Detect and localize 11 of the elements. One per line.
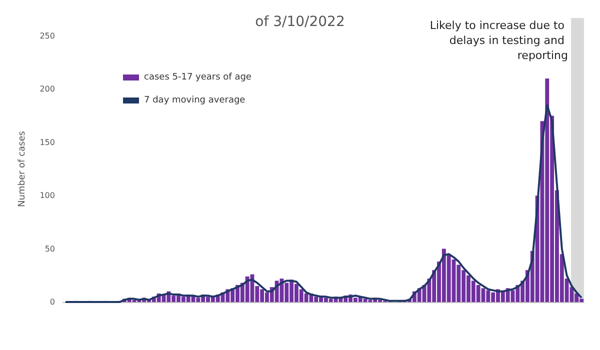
y-tick-label: 50	[44, 244, 55, 254]
legend-label: 7 day moving average	[144, 96, 246, 106]
chart-title: of 3/10/2022	[255, 14, 345, 30]
y-tick-label: 250	[40, 32, 55, 40]
legend-label: cases 5-17 years of age	[144, 72, 252, 82]
y-tick-label: 0	[50, 298, 55, 306]
annotation: Likely to increase due to delays in testing and reporting	[430, 19, 568, 62]
y-tick-label: 150	[40, 138, 55, 147]
y-axis-title: Number of cases	[18, 130, 28, 207]
y-tick-label: 200	[40, 84, 55, 94]
y-tick-label: 100	[40, 191, 55, 200]
